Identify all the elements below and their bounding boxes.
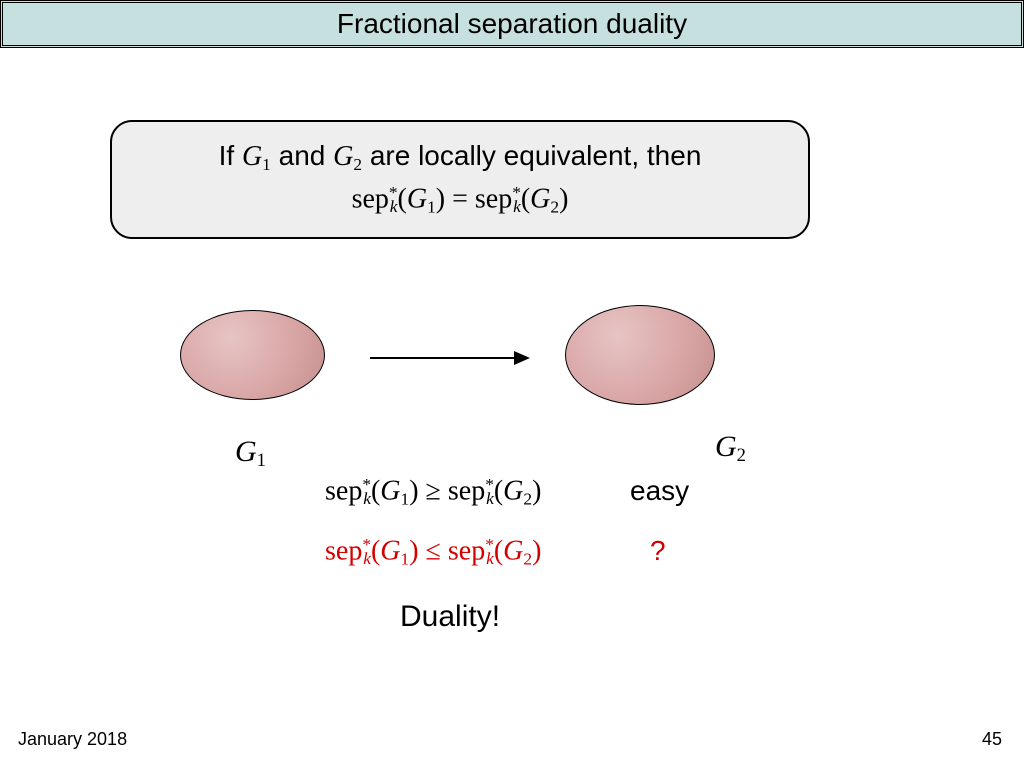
eq-g1: G bbox=[407, 183, 427, 214]
g1-label: G1 bbox=[235, 435, 266, 472]
inequality-row-2: sep*k(G1) ≤ sep*k(G2) bbox=[325, 535, 541, 569]
theorem-g2-sub: 2 bbox=[353, 155, 362, 174]
r1-rhs-fn: sep bbox=[448, 476, 485, 507]
theorem-suffix: are locally equivalent, then bbox=[362, 140, 701, 171]
theorem-and: and bbox=[271, 140, 333, 171]
theorem-g1-sub: 1 bbox=[262, 155, 271, 174]
duality-label: Duality! bbox=[400, 600, 500, 634]
eq-rp1: ) bbox=[436, 183, 445, 214]
eq-g2: G bbox=[530, 183, 550, 214]
g2-label-sub: 2 bbox=[737, 445, 746, 466]
r2-g2: G bbox=[503, 536, 523, 567]
slide-title: Fractional separation duality bbox=[337, 8, 687, 40]
r2-lhs-fn: sep bbox=[325, 536, 362, 567]
r1-g2: G bbox=[503, 476, 523, 507]
ellipse-g2 bbox=[565, 305, 715, 405]
theorem-equation: sep*k(G1) = sep*k(G2) bbox=[136, 183, 784, 217]
theorem-g2: G bbox=[333, 141, 353, 172]
r1-lhs-sub: k bbox=[363, 489, 371, 508]
r1-op: ≥ bbox=[419, 476, 448, 507]
inequality-row-1: sep*k(G1) ≥ sep*k(G2) bbox=[325, 475, 541, 509]
arrow-icon bbox=[370, 348, 530, 368]
eq-lp2: ( bbox=[521, 183, 530, 214]
footer-page-number: 45 bbox=[982, 729, 1002, 750]
r1-lhs-fn: sep bbox=[325, 476, 362, 507]
inequality-row-1-note: easy bbox=[630, 475, 689, 507]
r2-rhs-fn: sep bbox=[448, 536, 485, 567]
eq-rhs-fn: sep bbox=[475, 183, 512, 214]
eq-g2-sub: 2 bbox=[550, 197, 559, 216]
r1-g2-sub: 2 bbox=[523, 489, 532, 508]
eq-lhs-sub: k bbox=[390, 197, 398, 216]
r2-g1-sub: 1 bbox=[401, 549, 410, 568]
eq-g1-sub: 1 bbox=[427, 197, 436, 216]
theorem-prefix: If bbox=[219, 140, 242, 171]
footer-date: January 2018 bbox=[18, 729, 127, 750]
eq-rp2: ) bbox=[559, 183, 568, 214]
g1-label-g: G bbox=[235, 435, 257, 468]
ellipse-g1 bbox=[180, 310, 325, 400]
theorem-g1: G bbox=[242, 141, 262, 172]
r1-g1: G bbox=[380, 476, 400, 507]
r2-g2-sub: 2 bbox=[523, 549, 532, 568]
r2-lhs-sub: k bbox=[363, 549, 371, 568]
eq-lhs-fn: sep bbox=[352, 183, 389, 214]
theorem-box: If G1 and G2 are locally equivalent, the… bbox=[110, 120, 810, 239]
eq-lp1: ( bbox=[398, 183, 407, 214]
r1-rhs-sub: k bbox=[486, 489, 494, 508]
theorem-statement-line1: If G1 and G2 are locally equivalent, the… bbox=[136, 140, 784, 175]
eq-rhs-sub: k bbox=[513, 197, 521, 216]
eq-op: = bbox=[445, 183, 475, 214]
inequality-row-2-note: ? bbox=[650, 535, 666, 567]
r2-g1: G bbox=[380, 536, 400, 567]
r2-op: ≤ bbox=[419, 536, 448, 567]
r2-rhs-sub: k bbox=[486, 549, 494, 568]
g2-label-g: G bbox=[715, 430, 737, 463]
g2-label: G2 bbox=[715, 430, 746, 467]
slide-title-bar: Fractional separation duality bbox=[0, 0, 1024, 48]
g1-label-sub: 1 bbox=[257, 450, 266, 471]
r1-g1-sub: 1 bbox=[401, 489, 410, 508]
